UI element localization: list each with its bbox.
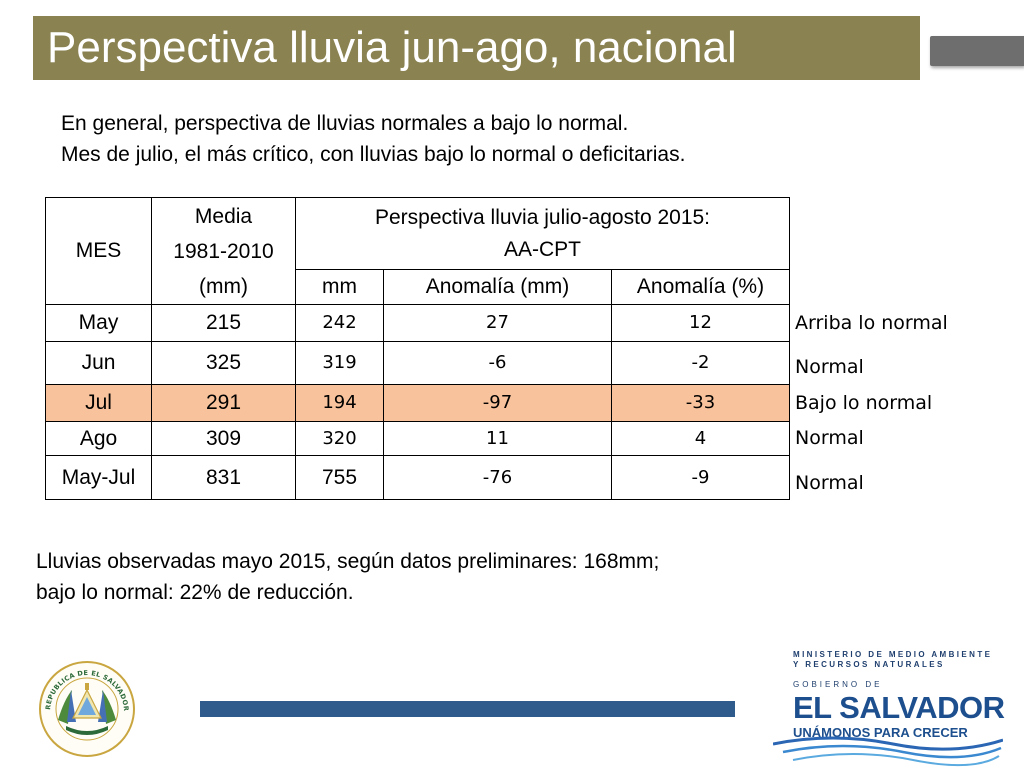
cell-mm: 194 [295, 384, 384, 422]
country-name: EL SALVADOR [793, 690, 1005, 725]
table-row: May 215 242 27 12 [45, 304, 790, 342]
header-persp-line: Perspectiva lluvia julio-agosto 2015: [374, 205, 711, 229]
cell-anomalia-pct: -33 [611, 384, 790, 422]
intro-line-2: Mes de julio, el más crítico, con lluvia… [61, 143, 686, 166]
cell-mm: 755 [295, 455, 384, 500]
header-media-line: Media [194, 204, 253, 228]
category-label: Normal [795, 427, 864, 449]
observation-line-1: Lluvias observadas mayo 2015, según dato… [36, 550, 660, 573]
table-row: May-Jul 831 755 -76 -9 [45, 455, 790, 500]
table-subheader-row: mm Anomalía (mm) Anomalía (%) [46, 269, 790, 305]
cell-media: 215 [151, 304, 296, 342]
header-media-line: 1981-2010 [173, 239, 274, 263]
cell-media: 325 [151, 341, 296, 385]
slogan: UNÁMONOS PARA CRECER [793, 725, 968, 740]
government-brand: MINISTERIO DE MEDIO AMBIENTE Y RECURSOS … [773, 650, 1005, 768]
cell-mes: Jun [45, 341, 152, 385]
header-mes: MES [45, 197, 152, 305]
title-bar: Perspectiva lluvia jun-ago, nacional [33, 16, 920, 80]
table-header-row: MES Media 1981-2010 (mm) Perspectiva llu… [45, 197, 790, 305]
decorative-bar [200, 701, 735, 717]
cell-anomalia-mm: 27 [383, 304, 612, 342]
cell-mm: 242 [295, 304, 384, 342]
cell-mm: 319 [295, 341, 384, 385]
cell-mes: Ago [45, 421, 152, 456]
cell-mes: May-Jul [45, 455, 152, 500]
cell-anomalia-pct: -2 [611, 341, 790, 385]
cell-mes: May [45, 304, 152, 342]
cell-media: 291 [151, 384, 296, 422]
category-labels: Arriba lo normal Normal Bajo lo normal N… [795, 0, 1024, 768]
table-row: Ago 309 320 11 4 [45, 421, 790, 456]
intro-text: En general, perspectiva de lluvias norma… [61, 108, 685, 170]
intro-line-1: En general, perspectiva de lluvias norma… [61, 112, 629, 135]
cell-media: 831 [151, 455, 296, 500]
category-label: Normal [795, 356, 864, 378]
cell-anomalia-mm: 11 [383, 421, 612, 456]
national-seal-icon: REPUBLICA DE EL SALVADOR EN LA AMERICA C… [35, 654, 136, 758]
rain-table: MES Media 1981-2010 (mm) Perspectiva llu… [45, 197, 790, 500]
header-anomalia-pct: Anomalía (%) [611, 269, 790, 305]
header-mm: mm [295, 269, 384, 305]
header-perspectiva: Perspectiva lluvia julio-agosto 2015: AA… [295, 197, 790, 270]
cell-media: 309 [151, 421, 296, 456]
cell-anomalia-pct: 12 [611, 304, 790, 342]
wave-logo-icon [773, 736, 1003, 767]
cell-anomalia-pct: 4 [611, 421, 790, 456]
cell-mm: 320 [295, 421, 384, 456]
corner-tab [930, 36, 1024, 66]
cell-anomalia-mm: -76 [383, 455, 612, 500]
observation-line-2: bajo lo normal: 22% de reducción. [36, 581, 354, 604]
header-anomalia-mm: Anomalía (mm) [383, 269, 612, 305]
observations-text: Lluvias observadas mayo 2015, según dato… [36, 546, 659, 608]
header-media: Media 1981-2010 (mm) [151, 197, 296, 305]
table-row: Jun 325 319 -6 -2 [45, 341, 790, 385]
cell-mes: Jul [45, 384, 152, 422]
header-persp-line: AA-CPT [503, 237, 581, 261]
category-label: Normal [795, 472, 864, 494]
table-row-highlighted: Jul 291 194 -97 -33 [45, 384, 790, 422]
category-label: Arriba lo normal [795, 312, 948, 334]
category-label: Bajo lo normal [795, 392, 933, 414]
header-media-line: (mm) [199, 274, 248, 298]
cell-anomalia-mm: -6 [383, 341, 612, 385]
cell-anomalia-pct: -9 [611, 455, 790, 500]
gobierno-label: GOBIERNO DE [793, 680, 883, 689]
cell-anomalia-mm: -97 [383, 384, 612, 422]
slide-title: Perspectiva lluvia jun-ago, nacional [47, 23, 737, 72]
ministry-name: MINISTERIO DE MEDIO AMBIENTE Y RECURSOS … [793, 650, 993, 669]
